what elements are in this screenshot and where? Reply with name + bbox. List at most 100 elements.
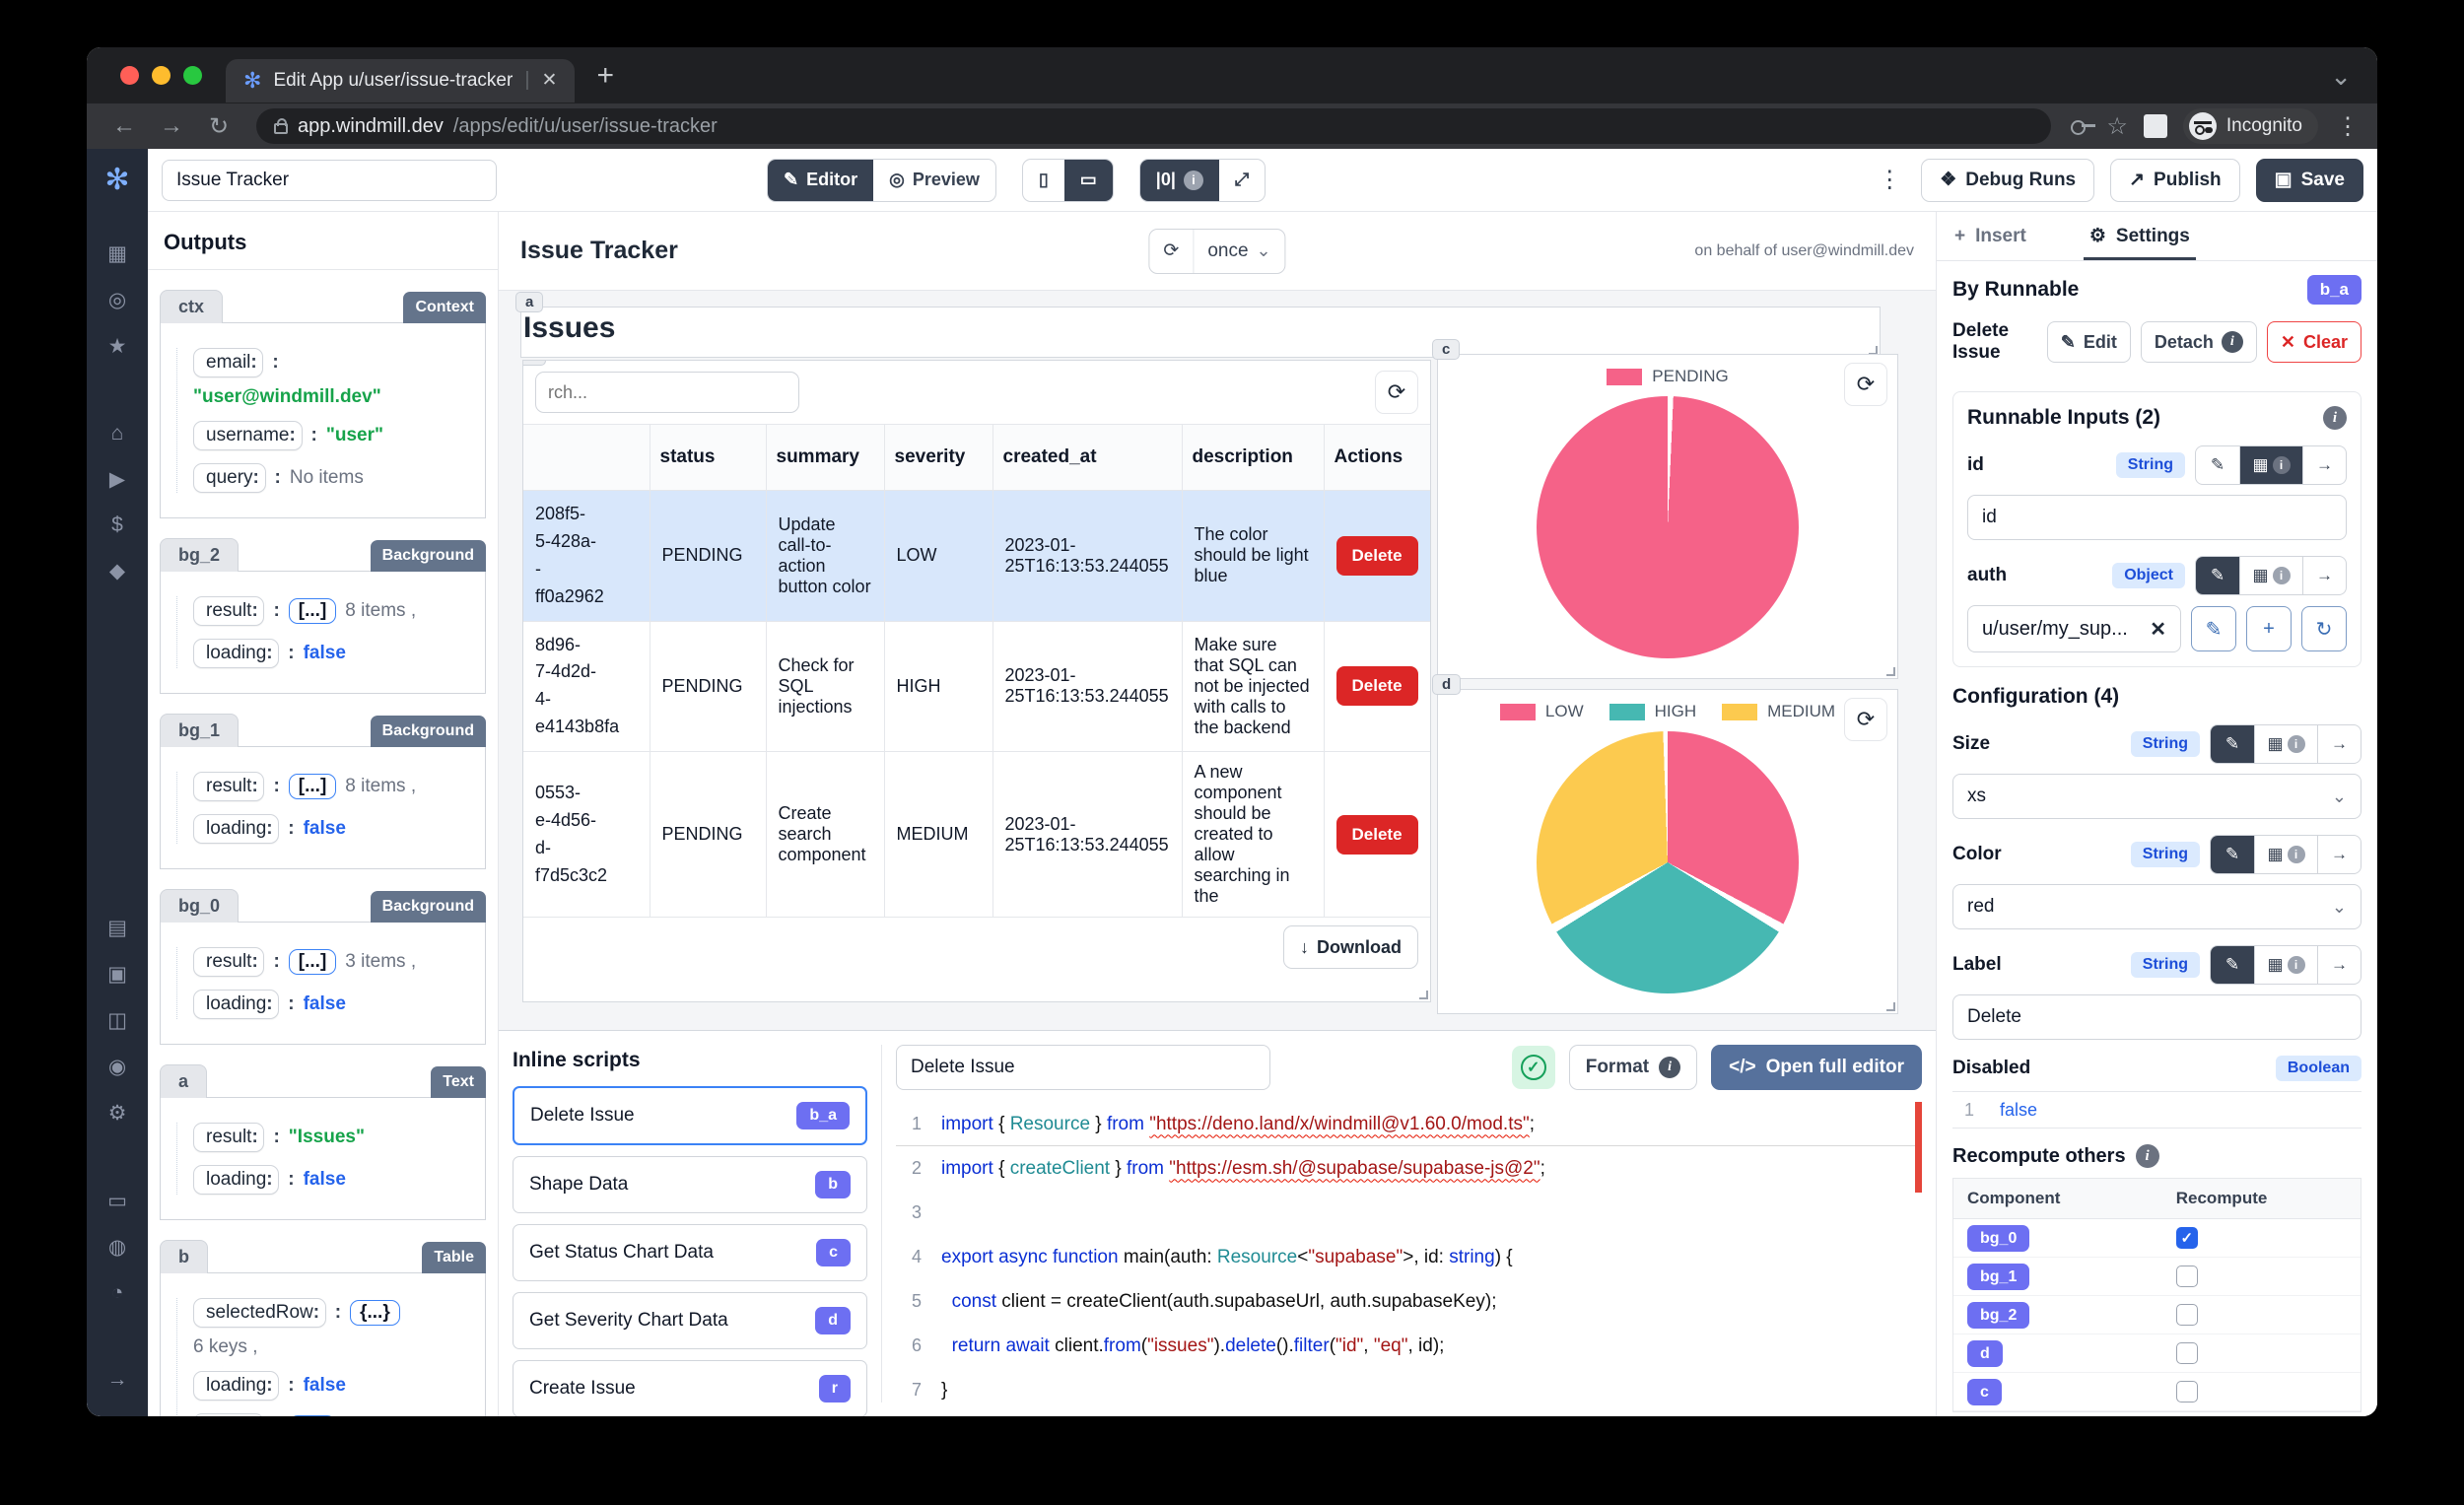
eval-mode-button[interactable]: → (2302, 446, 2346, 484)
tab-search-chevron-icon[interactable]: ⌄ (2330, 61, 2352, 91)
edit-resource-button[interactable]: ✎ (2191, 606, 2236, 651)
forward-icon[interactable]: → (160, 112, 183, 139)
new-tab-button[interactable]: + (596, 58, 614, 92)
table-search-input[interactable] (535, 372, 799, 413)
github-icon[interactable]: ◔ (110, 1281, 124, 1304)
static-mode-button[interactable]: ✎ (2211, 725, 2254, 763)
array-chip[interactable]: [...] (288, 949, 337, 975)
script-item-create-issue[interactable]: Create Issue r (513, 1360, 867, 1416)
eval-mode-button[interactable]: → (2317, 946, 2361, 984)
col-severity[interactable]: severity (884, 424, 993, 491)
resources-icon[interactable]: ◆ (108, 560, 126, 582)
address-bar[interactable]: app.windmill.dev/apps/edit/u/user/issue-… (256, 108, 2052, 144)
docs-icon[interactable]: ▭ (107, 1190, 127, 1212)
table-refresh-icon[interactable]: ⟳ (1375, 371, 1418, 414)
connected-mode-button[interactable]: ▦ i (2254, 836, 2317, 873)
workers-icon[interactable]: ⚙ (107, 1102, 127, 1125)
chart-refresh-icon[interactable]: ⟳ (1844, 363, 1887, 406)
schedules-icon[interactable]: ▤ (107, 917, 127, 939)
chart-refresh-icon[interactable]: ⟳ (1844, 698, 1887, 741)
tab-insert[interactable]: + Insert (1954, 212, 2026, 260)
resize-handle[interactable] (1886, 1002, 1895, 1011)
minimize-window-button[interactable] (152, 66, 171, 85)
refresh-button[interactable]: ⟳ (1149, 230, 1193, 273)
recompute-checkbox[interactable] (2175, 1381, 2198, 1402)
narrow-layout-button[interactable]: |0| i (1139, 159, 1219, 201)
resize-handle[interactable] (1419, 991, 1428, 999)
table-row[interactable]: 208f5- 5-428a- - ff0a2962 PENDING Update… (523, 490, 1430, 622)
script-item-delete-issue[interactable]: Delete Issue b_a (513, 1086, 867, 1145)
script-item-severity-chart[interactable]: Get Severity Chart Data d (513, 1292, 867, 1349)
col-created-at[interactable]: created_at (992, 424, 1183, 491)
user-icon[interactable]: ◎ (107, 289, 127, 311)
open-full-editor-button[interactable]: </> Open full editor (1711, 1045, 1922, 1090)
windmill-logo-icon[interactable]: ✻ (104, 164, 130, 196)
script-name-input[interactable] (896, 1045, 1270, 1090)
browser-menu-icon[interactable]: ⋮ (2336, 112, 2360, 140)
editor-mode-button[interactable]: ✎ Editor (768, 159, 874, 201)
color-select[interactable]: red ⌄ (1952, 884, 2361, 929)
runs-icon[interactable]: ▶ (108, 468, 126, 491)
section-key-tab[interactable]: b (160, 1240, 208, 1273)
refresh-mode-dropdown[interactable]: once ⌄ (1193, 229, 1284, 273)
col-status[interactable]: status (650, 424, 767, 491)
pie-chart-severity-component[interactable]: d LOW HIGH MEDIUM ⟳ (1432, 674, 1898, 1014)
eval-mode-button[interactable]: → (2317, 725, 2361, 763)
recompute-checkbox[interactable] (2175, 1342, 2198, 1364)
recompute-checkbox-checked[interactable]: ✓ (2175, 1227, 2198, 1249)
apps-icon[interactable]: ▦ (107, 242, 127, 265)
chat-icon[interactable]: ◍ (107, 1236, 127, 1259)
clear-x-icon[interactable]: ✕ (2150, 618, 2166, 641)
tab-settings[interactable]: ⚙ Settings (2083, 212, 2196, 260)
legend-item[interactable]: LOW (1499, 702, 1584, 721)
array-chip[interactable]: [...] (288, 1415, 337, 1416)
col-id[interactable] (523, 424, 650, 491)
publish-button[interactable]: ↗ Publish (2110, 158, 2240, 202)
col-summary[interactable]: summary (766, 424, 885, 491)
back-icon[interactable]: ← (112, 112, 136, 139)
more-menu-icon[interactable]: ⋮ (1878, 167, 1902, 193)
variables-icon[interactable]: $ (111, 513, 123, 536)
bookmark-star-icon[interactable]: ☆ (2106, 112, 2128, 140)
close-window-button[interactable] (120, 66, 139, 85)
label-value-input[interactable]: Delete (1952, 994, 2361, 1040)
section-key-tab[interactable]: bg_0 (160, 889, 240, 923)
auth-resource-input[interactable]: u/user/my_sup... ✕ (1967, 605, 2181, 652)
add-resource-button[interactable]: + (2246, 606, 2292, 651)
table-row[interactable]: 8d96- 7-4d2d- 4- e4143b8fa PENDING Check… (523, 620, 1430, 753)
preview-mode-button[interactable]: ◎ Preview (873, 160, 995, 201)
format-button[interactable]: Format i (1568, 1045, 1698, 1090)
static-mode-button[interactable]: ✎ (2211, 836, 2254, 873)
collapse-arrow-icon[interactable]: → (106, 1368, 128, 1391)
script-item-shape-data[interactable]: Shape Data b (513, 1156, 867, 1213)
legend-item[interactable]: HIGH (1608, 702, 1696, 721)
text-component[interactable]: a Issues (515, 292, 1881, 358)
disabled-expression-editor[interactable]: 1 false (1952, 1091, 2361, 1129)
size-select[interactable]: xs ⌄ (1952, 774, 2361, 819)
edit-button[interactable]: ✎ Edit (2046, 321, 2131, 363)
refresh-resource-button[interactable]: ↻ (2301, 606, 2347, 651)
download-button[interactable]: ↓ Download (1283, 925, 1418, 970)
connected-mode-button[interactable]: ▦ i (2239, 446, 2302, 484)
maximize-window-button[interactable] (183, 66, 202, 85)
browser-tab[interactable]: ✻ Edit App u/user/issue-tracker | ✕ (226, 58, 576, 103)
static-mode-button[interactable]: ✎ (2211, 946, 2254, 984)
app-name-input[interactable] (162, 159, 497, 201)
section-key-tab[interactable]: ctx (160, 290, 224, 323)
delete-row-button[interactable]: Delete (1335, 666, 1418, 707)
folders-icon[interactable]: ▣ (107, 963, 127, 986)
static-mode-button[interactable]: ✎ (2196, 557, 2239, 594)
section-key-tab[interactable]: bg_2 (160, 538, 240, 572)
favorites-star-icon[interactable]: ★ (107, 335, 127, 358)
script-item-status-chart[interactable]: Get Status Chart Data c (513, 1224, 867, 1281)
groups-icon[interactable]: ◫ (107, 1009, 127, 1032)
delete-row-button[interactable]: Delete (1335, 535, 1418, 576)
section-key-tab[interactable]: a (160, 1064, 208, 1098)
array-chip[interactable]: [...] (288, 598, 337, 624)
mobile-view-button[interactable]: ▯ (1023, 160, 1064, 201)
recompute-checkbox[interactable] (2175, 1304, 2198, 1326)
id-value-input[interactable]: id (1967, 495, 2347, 540)
reload-icon[interactable]: ↻ (208, 112, 230, 140)
password-key-icon[interactable] (2069, 114, 2098, 138)
resize-handle[interactable] (1886, 667, 1895, 676)
